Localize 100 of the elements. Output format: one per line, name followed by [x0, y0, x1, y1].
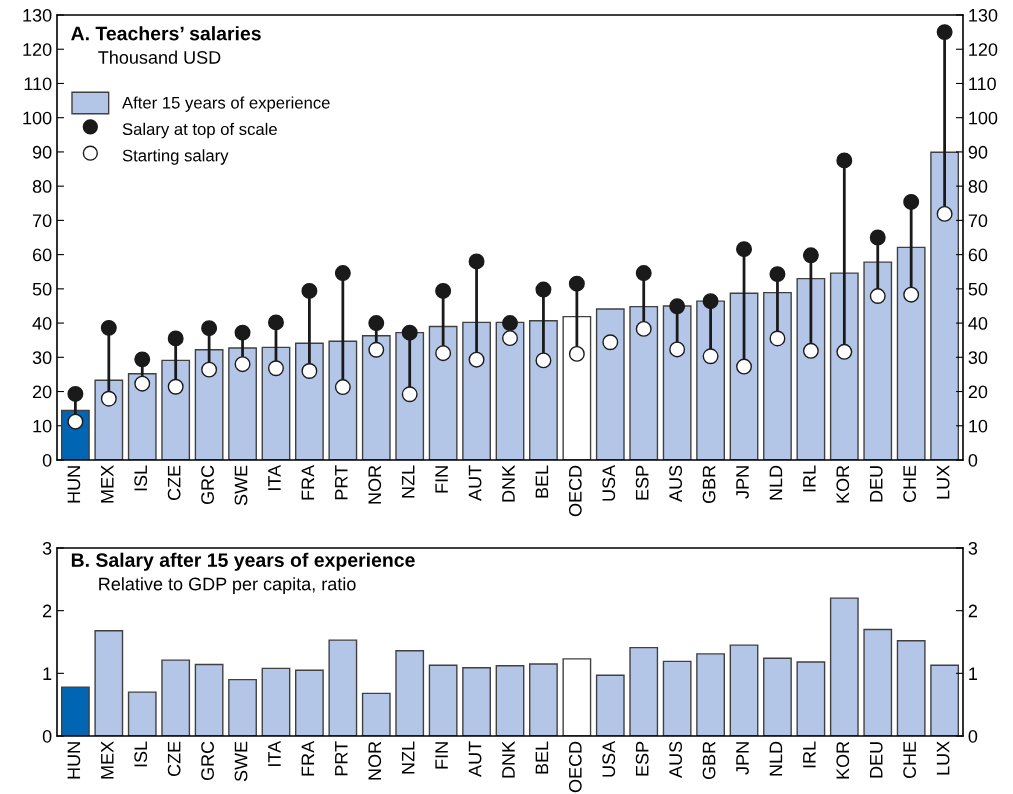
- point: [435, 282, 452, 299]
- bar: [829, 597, 859, 736]
- legend-label: Starting salary: [122, 149, 229, 165]
- point: [903, 193, 920, 210]
- point: [201, 361, 218, 378]
- bar: [863, 261, 893, 460]
- point: [67, 385, 84, 402]
- x-tick-label: BEL: [535, 741, 549, 774]
- chart-title: B. Salary after 15 years of experience: [71, 552, 415, 571]
- x-tick-label: HUN: [67, 742, 81, 779]
- point: [267, 314, 284, 331]
- point: [401, 386, 418, 403]
- y-tick-label: 110: [24, 77, 52, 91]
- point: [836, 343, 853, 360]
- bar: [729, 292, 759, 460]
- bar: [529, 319, 558, 460]
- point: [602, 334, 619, 351]
- x-tick-label: ISL: [134, 465, 148, 491]
- x-tick-label: USA: [602, 740, 616, 777]
- point: [502, 315, 518, 332]
- legend-label: After 15 years of experience: [122, 96, 330, 112]
- point: [769, 266, 786, 283]
- point: [502, 330, 518, 347]
- x-tick-label: JPN: [736, 742, 749, 775]
- bar: [328, 639, 358, 736]
- bar: [796, 277, 826, 460]
- point: [769, 330, 786, 347]
- y-tick-label: 60: [32, 248, 52, 262]
- bar: [462, 321, 491, 460]
- y2-tick-label: 100: [969, 111, 998, 125]
- x-tick-label: MEX: [101, 465, 114, 503]
- bar: [428, 664, 458, 736]
- y2-tick-label: 0: [968, 729, 978, 743]
- point: [334, 379, 351, 396]
- y2-tick-label: 20: [968, 385, 988, 399]
- point: [368, 341, 385, 358]
- bar: [696, 653, 725, 736]
- y-tick-label: 40: [32, 317, 52, 330]
- x-tick-label: OECD: [568, 465, 582, 517]
- y-tick-label: 1: [43, 667, 52, 680]
- point: [702, 293, 719, 310]
- point: [468, 253, 485, 270]
- x-tick-label: NOR: [368, 465, 382, 504]
- point: [468, 351, 485, 368]
- x-tick-label: FIN: [435, 466, 448, 493]
- point: [201, 320, 218, 337]
- bar: [896, 246, 926, 460]
- bar: [161, 659, 191, 736]
- bar: [194, 663, 224, 736]
- bar: [94, 630, 124, 736]
- x-tick-label: NLD: [769, 741, 783, 776]
- x-tick-label: USA: [602, 464, 616, 501]
- x-tick-label: ITA: [268, 464, 281, 490]
- x-tick-label: AUT: [468, 465, 482, 501]
- bar: [261, 667, 291, 736]
- y-tick-label: 120: [23, 43, 52, 56]
- bar: [763, 291, 792, 460]
- x-tick-label: PRT: [335, 741, 348, 776]
- x-tick-label: GBR: [702, 741, 716, 780]
- y-tick-label: 80: [32, 180, 52, 193]
- y-tick-label: 0: [42, 729, 52, 743]
- point: [836, 152, 853, 169]
- y2-tick-label: 50: [968, 282, 988, 296]
- point: [435, 345, 452, 362]
- point: [301, 363, 318, 379]
- bar: [662, 305, 692, 460]
- point: [134, 351, 151, 368]
- bar: [495, 321, 525, 460]
- point: [669, 298, 686, 315]
- bar: [194, 349, 224, 460]
- x-tick-label: AUT: [468, 741, 482, 777]
- y-tick-label: 10: [33, 419, 52, 433]
- point: [167, 378, 184, 395]
- point: [903, 286, 920, 303]
- bar: [127, 373, 157, 460]
- x-tick-label: AUS: [669, 741, 683, 778]
- y2-tick-label: 120: [969, 43, 998, 56]
- point: [736, 358, 753, 375]
- bar: [261, 346, 291, 460]
- x-tick-label: DEU: [870, 466, 883, 502]
- point: [535, 352, 552, 369]
- point: [702, 348, 719, 365]
- point: [802, 342, 819, 359]
- y-tick-label: 130: [23, 8, 52, 22]
- x-tick-label: OECD: [568, 741, 582, 793]
- x-tick-label: KOR: [836, 465, 850, 503]
- x-tick-label: IRL: [803, 741, 816, 768]
- y-tick-label: 70: [32, 214, 52, 228]
- point: [267, 360, 284, 377]
- x-tick-label: GRC: [201, 465, 214, 505]
- bar: [295, 669, 324, 736]
- y2-tick-label: 10: [969, 419, 988, 433]
- x-tick-label: DEU: [870, 742, 883, 778]
- y2-tick-label: 60: [968, 248, 988, 262]
- bar: [228, 678, 257, 736]
- x-tick-label: ITA: [268, 740, 281, 766]
- bar: [696, 300, 725, 460]
- bar: [495, 665, 525, 736]
- x-tick-label: IRL: [803, 465, 816, 492]
- x-tick-label: DNK: [502, 465, 515, 502]
